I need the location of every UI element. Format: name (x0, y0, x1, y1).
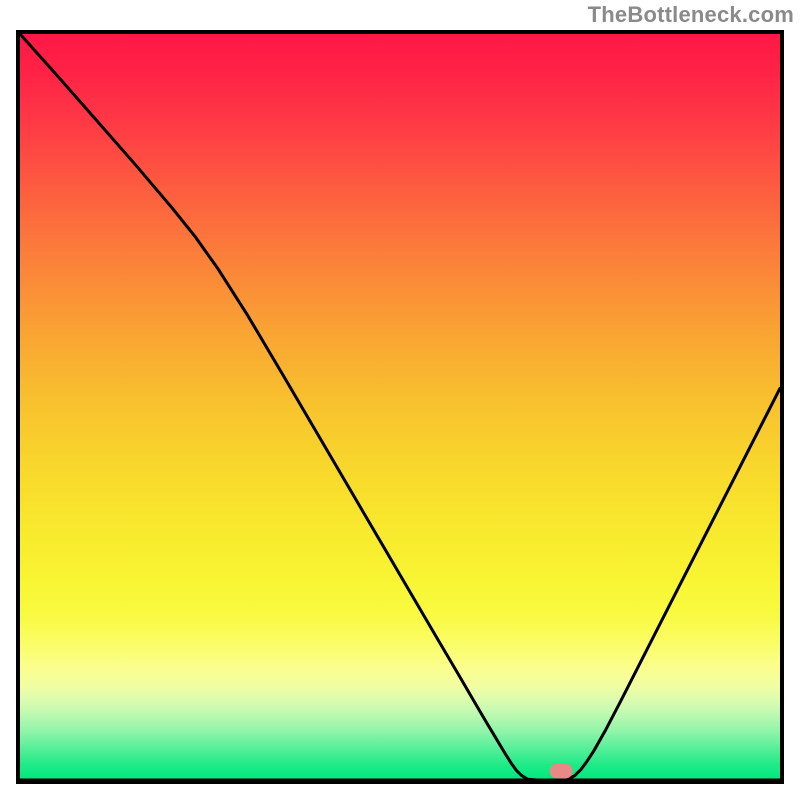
watermark-text: TheBottleneck.com (588, 2, 794, 28)
chart-background (20, 34, 780, 780)
chart-svg (16, 30, 784, 784)
optimal-marker (550, 764, 572, 778)
bottleneck-chart (16, 30, 784, 784)
